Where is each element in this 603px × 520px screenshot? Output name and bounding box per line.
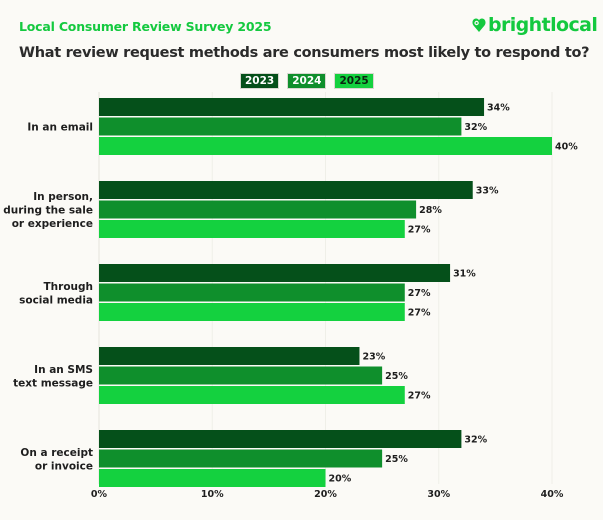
value-label: 27% [408,225,431,236]
chart-title: What review request methods are consumer… [19,45,590,61]
value-label: 27% [408,391,431,402]
bar-2023 [99,181,473,199]
category-label: In person, [33,191,93,203]
x-tick-label: 0% [91,489,108,500]
brand-name: brightlocal [488,14,598,36]
bar-2024 [99,449,383,468]
bar-2023 [99,264,451,282]
legend-item-2024: 2024 [287,73,327,89]
value-label: 25% [385,371,408,382]
heart-map-pin-icon [472,18,486,32]
bar-2025 [99,469,326,487]
value-label: 23% [362,352,385,363]
bar-2024 [99,283,405,302]
bar-2023 [99,98,485,116]
brand-logo: brightlocal [472,14,598,36]
value-label: 25% [385,454,408,465]
value-label: 32% [464,122,487,133]
x-tick-label: 30% [427,489,450,500]
x-tick-label: 40% [541,489,564,500]
category-label: social media [19,294,93,306]
value-label: 34% [487,103,510,114]
value-label: 33% [476,186,499,197]
bar-2025 [99,220,405,238]
bar-2025 [99,137,552,155]
value-label: 28% [419,205,442,216]
bar-2023 [99,430,462,448]
category-label: or invoice [35,460,93,472]
bar-2024 [99,366,383,385]
category-label: In an SMS [34,364,93,376]
legend-item-2025: 2025 [334,73,374,89]
category-label: In an email [27,122,93,134]
bar-2025 [99,303,405,321]
value-label: 20% [329,474,352,485]
bar-2024 [99,117,462,136]
value-label: 40% [555,142,578,153]
category-label: Through [44,281,94,293]
x-tick-label: 10% [201,489,224,500]
value-label: 27% [408,308,431,319]
value-label: 27% [408,288,431,299]
category-label: text message [13,377,93,389]
category-label: or experience [12,218,93,230]
x-tick-label: 20% [314,489,337,500]
bar-2024 [99,200,417,219]
legend-item-2023: 2023 [240,73,280,89]
value-label: 32% [464,435,487,446]
bar-2023 [99,347,360,365]
chart-legend: 2023 2024 2025 [240,73,374,89]
category-label: during the sale [3,205,93,217]
survey-title: Local Consumer Review Survey 2025 [19,19,272,34]
bar-2025 [99,386,405,404]
value-label: 31% [453,269,476,280]
category-label: On a receipt [20,447,93,459]
